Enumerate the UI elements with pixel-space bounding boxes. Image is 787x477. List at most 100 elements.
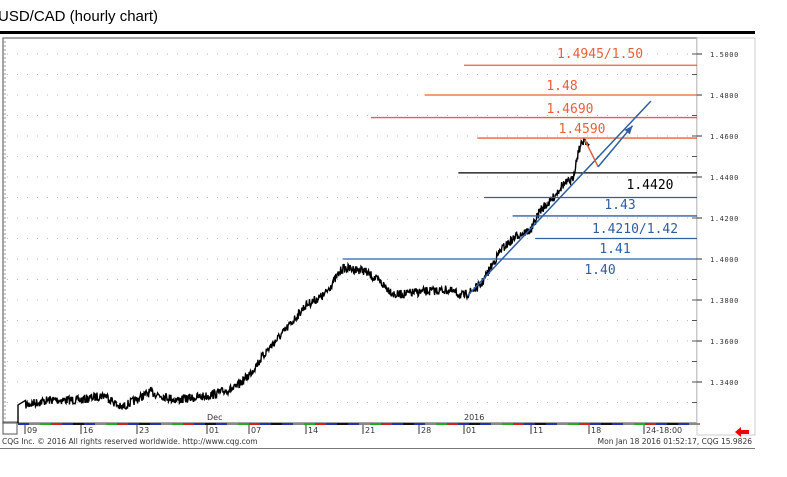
time-axis-segment [29,423,40,425]
level-label: 1.41 [599,242,630,257]
time-axis-segment [84,423,95,425]
y-tick-label: 1.3800 [710,297,739,305]
time-axis-segment [304,423,315,425]
time-axis-segment [227,423,238,425]
x-tick-label: 01 [209,426,219,435]
y-tick-label: 1.4200 [710,215,739,223]
time-axis-segment [249,423,260,425]
time-axis-segment [535,423,546,425]
time-axis-segment [469,423,480,425]
time-axis-segment [337,423,348,425]
time-axis-segment [370,423,381,425]
y-tick-label: 1.4800 [710,92,739,100]
y-tick-label: 1.4600 [710,133,739,141]
time-axis-segment [18,423,29,425]
red-left-arrow-icon [735,427,749,437]
time-axis-segment [359,423,370,425]
projection-up-line [597,125,634,168]
time-axis-segment [381,423,392,425]
price-axis-panel [696,37,756,436]
y-tick-label: 1.4400 [710,174,739,182]
title-rule [0,31,755,34]
level-label: 1.43 [604,198,635,213]
level-label: 1.40 [584,263,615,278]
time-axis-segment [282,423,293,425]
time-axis-segment [458,423,469,425]
chart-title: USD/CAD (hourly chart) [0,8,159,25]
y-tick-label: 1.3400 [710,379,739,387]
x-tick-label: 14 [308,426,318,435]
time-axis-segment [579,423,590,425]
time-axis-segment [172,423,183,425]
time-axis-segment [73,423,84,425]
timestamp-text: Mon Jan 18 2016 01:52:17, CQG 15.9826 [597,437,752,446]
x-month-label: 2016 [464,413,484,422]
time-axis-segment [513,423,524,425]
time-axis-segment [447,423,458,425]
y-tick-label: 1.3600 [710,338,739,346]
level-label: 1.4420 [627,178,674,193]
time-axis-segment [260,423,271,425]
time-axis-segment [205,423,216,425]
time-axis-segment [568,423,579,425]
time-axis-segment [557,423,568,425]
level-label: 1.4590 [559,122,606,137]
time-axis-segment [524,423,535,425]
time-axis-segment [194,423,205,425]
time-axis-segment [403,423,414,425]
time-axis-segment [502,423,513,425]
time-axis-segment [656,423,667,425]
y-tick-label: 1.5000 [710,51,739,59]
time-axis-segment [117,423,128,425]
x-tick-label: 28 [421,426,431,435]
projection-down-line [584,139,599,168]
time-axis-segment [425,423,436,425]
time-axis-segment [315,423,326,425]
x-tick-label: 09 [27,426,37,435]
time-axis-segment [414,423,425,425]
trend-line [466,100,652,297]
footer-rule [0,448,755,449]
time-axis-segment [634,423,645,425]
time-axis-segment [40,423,51,425]
x-tick-label: 18 [591,426,601,435]
time-axis-segment [392,423,403,425]
level-label: 1.4690 [547,102,594,117]
time-axis-segment [271,423,282,425]
x-tick-label: 24-18:00 [646,426,682,435]
x-tick-label: 11 [533,426,543,435]
time-axis-segment [326,423,337,425]
time-axis-segment [480,423,491,425]
time-axis-segment [678,423,689,425]
time-axis-segment [689,423,700,425]
time-axis-segment [546,423,557,425]
time-axis-segment [150,423,161,425]
arrowhead-icon [624,125,633,135]
time-axis-segment [51,423,62,425]
time-axis-segment [623,423,634,425]
time-axis-segment [95,423,106,425]
time-axis-segment [183,423,194,425]
time-axis-segment [161,423,172,425]
time-axis-segment [293,423,304,425]
time-axis-segment [612,423,623,425]
copyright-text: CQG Inc. © 2016 All rights reserved worl… [2,437,258,446]
x-tick-label: 01 [466,426,476,435]
time-axis-segment [491,423,502,425]
time-axis-segment [238,423,249,425]
y-tick-label: 1.4000 [710,256,739,264]
time-axis-segment [667,423,678,425]
time-axis-segment [436,423,447,425]
x-tick-label: 23 [139,426,149,435]
time-axis-segment [216,423,227,425]
time-axis-segment [62,423,73,425]
time-axis-segment [128,423,139,425]
x-tick-label: 07 [251,426,261,435]
price-line [17,137,590,423]
level-label: 1.4210/1.42 [592,222,678,237]
time-axis-segment [590,423,601,425]
axis-corner-box [2,421,18,435]
time-axis-segment [645,423,656,425]
time-axis-segment [601,423,612,425]
